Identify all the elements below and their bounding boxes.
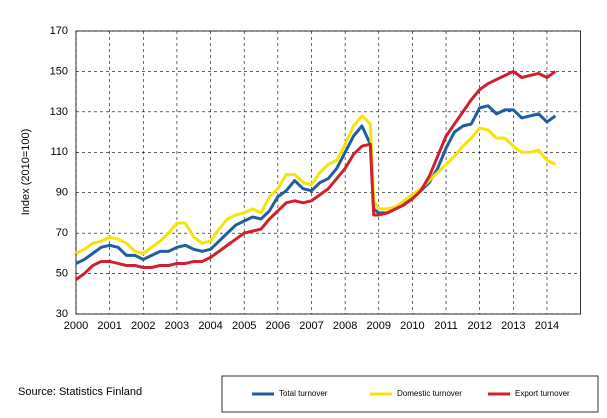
legend-label: Total turnover [279, 389, 328, 398]
y-tick-label: 170 [50, 25, 68, 37]
y-axis-label: Index (2010=100) [20, 129, 32, 216]
x-tick-label: 2007 [299, 320, 323, 332]
x-tick-label: 2000 [64, 320, 88, 332]
legend-label: Export turnover [515, 389, 570, 398]
x-tick-label: 2006 [266, 320, 290, 332]
x-tick-label: 2014 [535, 320, 559, 332]
series-line [75, 69, 557, 281]
y-tick-label: 70 [56, 227, 68, 239]
x-tick-label: 2001 [97, 320, 121, 332]
x-tick-label: 2004 [198, 320, 222, 332]
x-tick-label: 2002 [131, 320, 155, 332]
legend-label: Domestic turnover [397, 389, 462, 398]
y-tick-label: 110 [50, 146, 68, 158]
x-tick-label: 2013 [501, 320, 525, 332]
plot-frame [75, 30, 582, 315]
series-line [75, 114, 557, 255]
series-line [75, 104, 557, 265]
source: Source: Statistics Finland [18, 386, 142, 398]
y-tick-label: 50 [56, 267, 68, 279]
y-tick-label: 150 [50, 65, 68, 77]
legend-box [221, 375, 599, 413]
y-tick-label: 30 [56, 308, 68, 320]
x-tick-label: 2003 [165, 320, 189, 332]
x-tick-label: 2005 [232, 320, 256, 332]
x-tick-label: 2008 [333, 320, 357, 332]
x-tick-label: 2009 [367, 320, 391, 332]
y-tick-label: 90 [56, 187, 68, 199]
x-tick-label: 2010 [400, 320, 424, 332]
x-tick-label: 2012 [467, 320, 491, 332]
y-tick-label: 130 [50, 106, 68, 118]
x-tick-label: 2011 [434, 320, 458, 332]
